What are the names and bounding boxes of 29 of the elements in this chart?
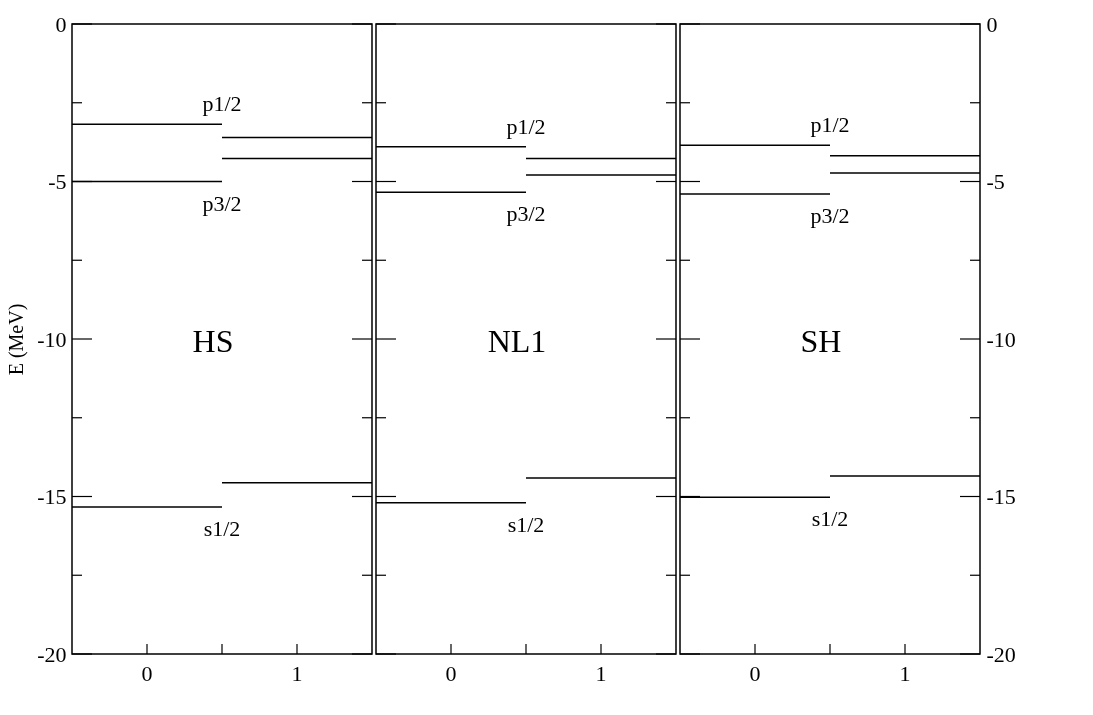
y-tick-label: -15: [37, 484, 67, 509]
x-tick-label: 0: [445, 661, 457, 686]
series-label: s1/2: [203, 515, 241, 541]
y-tick-label: -5: [48, 169, 67, 194]
series-label: p1/2: [506, 113, 546, 139]
y2-tick-label: -5: [986, 169, 1005, 194]
y-tick-label: -20: [37, 641, 67, 667]
y-axis-title: E (MeV): [5, 303, 29, 376]
series-label: s1/2: [507, 511, 545, 537]
series-label: p3/2: [202, 190, 242, 216]
text: SH: [800, 323, 842, 360]
text: HS: [192, 323, 234, 360]
series-label: s1/2: [811, 506, 849, 532]
y2-tick-label: -20: [986, 641, 1016, 667]
x-tick-label: 1: [291, 661, 303, 686]
y2-tick-label: -10: [986, 326, 1016, 352]
y-tick-label: -10: [37, 326, 67, 352]
y2-tick-label: 0: [986, 11, 998, 37]
series-label: p3/2: [810, 203, 850, 229]
series-label: p1/2: [202, 91, 242, 117]
x-tick-label: 0: [749, 661, 761, 686]
x-tick-label: 0: [141, 661, 153, 686]
text: NL1: [487, 323, 547, 360]
x-tick-label: 1: [595, 661, 607, 686]
y-tick-label: 0: [55, 11, 67, 37]
series-label: p3/2: [506, 201, 546, 227]
y2-tick-label: -15: [986, 484, 1016, 509]
series-label: p1/2: [810, 112, 850, 138]
x-tick-label: 1: [899, 661, 911, 686]
